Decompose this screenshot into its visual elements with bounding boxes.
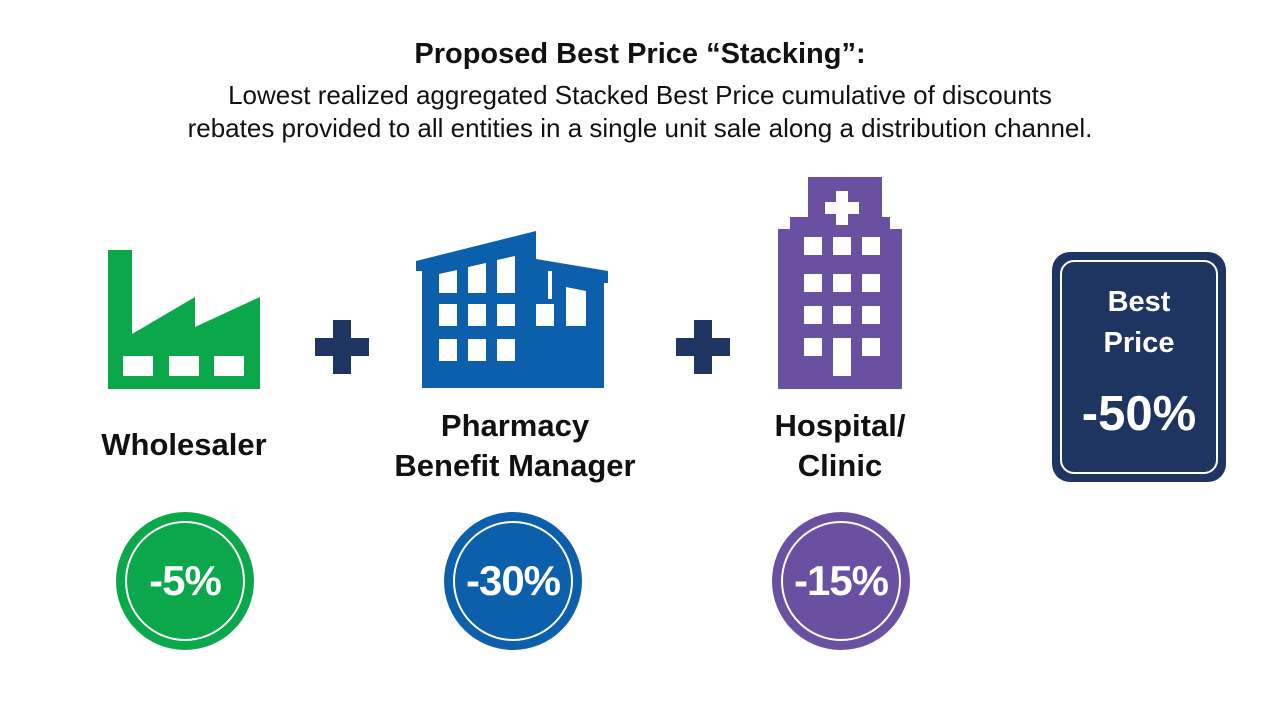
factory-icon bbox=[108, 250, 260, 389]
discount-badge-hospital: -15% bbox=[772, 512, 910, 650]
entity-label-hospital: Hospital/ Clinic bbox=[730, 406, 950, 486]
page-subtitle: Lowest realized aggregated Stacked Best … bbox=[0, 79, 1280, 145]
best-price-box-border bbox=[1060, 260, 1218, 474]
subtitle-line-2: rebates provided to all entities in a si… bbox=[187, 113, 1093, 143]
entity-label-line2: Clinic bbox=[797, 448, 883, 483]
best-price-label-line1: Best bbox=[1107, 286, 1171, 318]
subtitle-line-1: Lowest realized aggregated Stacked Best … bbox=[228, 80, 1052, 110]
best-price-label: Best Price bbox=[1052, 282, 1226, 364]
best-price-label-line2: Price bbox=[1103, 327, 1175, 359]
page-title: Proposed Best Price “Stacking”: bbox=[414, 38, 866, 70]
discount-badge-pbm: -30% bbox=[444, 512, 582, 650]
best-price-value: -50% bbox=[1081, 387, 1197, 441]
hospital-icon bbox=[778, 177, 902, 389]
entity-label-wholesaler: Wholesaler bbox=[74, 425, 294, 465]
discount-value: -5% bbox=[149, 557, 222, 604]
discount-value: -15% bbox=[793, 557, 889, 604]
entity-label-pbm: Pharmacy Benefit Manager bbox=[360, 406, 670, 486]
office-building-icon bbox=[416, 231, 608, 388]
plus-icon bbox=[315, 320, 369, 374]
badge-ring bbox=[125, 521, 245, 641]
entity-label-line1: Pharmacy bbox=[440, 408, 590, 443]
entity-label-line1: Wholesaler bbox=[101, 427, 267, 462]
discount-badge-wholesaler: -5% bbox=[116, 512, 254, 650]
discount-value: -30% bbox=[465, 557, 561, 604]
best-price-box: Best Price bbox=[1052, 252, 1226, 482]
badge-ring bbox=[781, 521, 901, 641]
plus-icon bbox=[676, 320, 730, 374]
entity-label-line1: Hospital/ bbox=[774, 408, 906, 443]
badge-ring bbox=[453, 521, 573, 641]
entity-label-line2: Benefit Manager bbox=[394, 448, 636, 483]
